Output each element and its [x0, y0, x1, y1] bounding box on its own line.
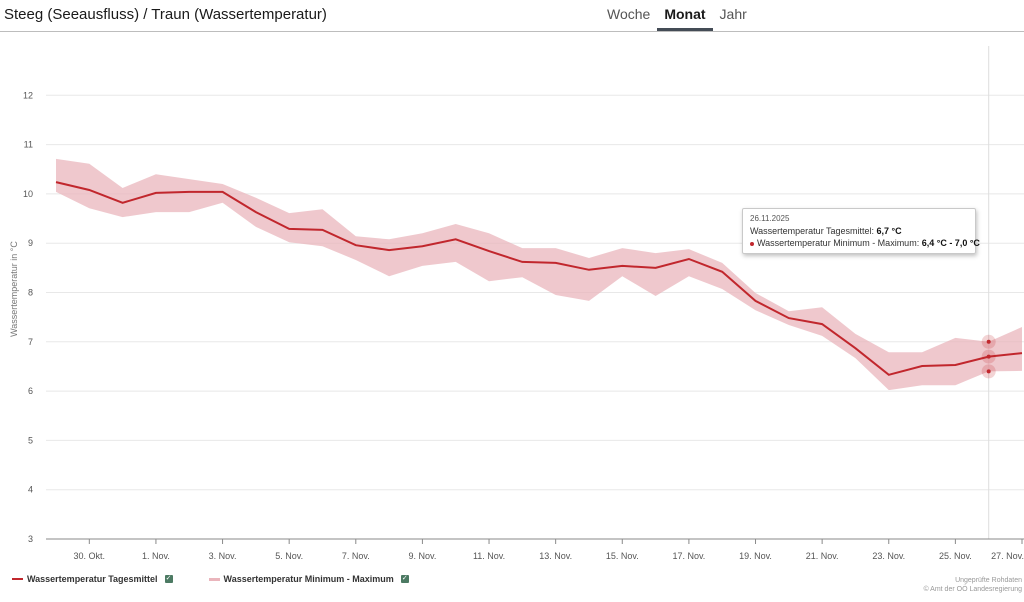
- tab-monat[interactable]: Monat: [657, 0, 713, 31]
- marker-mean: [986, 354, 991, 359]
- x-tick-label: 15. Nov.: [606, 551, 639, 561]
- x-tick-label: 3. Nov.: [209, 551, 237, 561]
- marker-min: [986, 369, 991, 374]
- x-tick-label: 17. Nov.: [672, 551, 705, 561]
- credits: Ungeprüfte Rohdaten © Amt der OÖ Landesr…: [923, 576, 1022, 594]
- x-tick-label: 11. Nov.: [473, 551, 505, 561]
- x-tick-label: 23. Nov.: [872, 551, 905, 561]
- x-tick-label: 13. Nov.: [539, 551, 572, 561]
- tooltip-range-label: Wassertemperatur Minimum - Maximum:: [757, 238, 922, 248]
- period-tabs: Woche Monat Jahr: [600, 0, 754, 31]
- y-tick-label: 11: [24, 140, 33, 150]
- marker-max: [986, 339, 991, 344]
- legend-item-mean[interactable]: Wassertemperatur Tagesmittel ✓: [12, 574, 173, 584]
- highlight-markers: [981, 334, 996, 379]
- y-tick-label: 3: [28, 534, 33, 544]
- y-tick-label: 6: [28, 386, 33, 396]
- credits-line-2: © Amt der OÖ Landesregierung: [923, 586, 1022, 593]
- tooltip-mean-label: Wassertemperatur Tagesmittel:: [750, 226, 877, 236]
- x-tick-label: 21. Nov.: [806, 551, 839, 561]
- x-tick-label: 25. Nov.: [939, 551, 972, 561]
- legend-checkbox[interactable]: ✓: [164, 575, 173, 583]
- x-tick-label: 5. Nov.: [275, 551, 303, 561]
- min-max-range-area[interactable]: [56, 158, 1022, 391]
- y-tick-label: 12: [23, 90, 33, 100]
- legend: Wassertemperatur Tagesmittel ✓ Wassertem…: [12, 574, 445, 584]
- tooltip-date: 26.11.2025: [750, 214, 790, 223]
- x-tick-label: 27. Nov.: [991, 551, 1024, 561]
- x-tick-label: 19. Nov.: [739, 551, 772, 561]
- tooltip-range-row: Wassertemperatur Minimum - Maximum: 6,4 …: [750, 238, 980, 248]
- x-tick-label: 9. Nov.: [408, 551, 436, 561]
- credits-line-1: Ungeprüfte Rohdaten: [955, 577, 1022, 584]
- y-axis-label: Wassertemperatur in °C: [9, 241, 19, 337]
- y-tick-label: 7: [28, 337, 33, 347]
- grid-lines: [46, 94, 1024, 491]
- page-title: Steeg (Seeausfluss) / Traun (Wassertempe…: [4, 6, 327, 23]
- y-axis-ticks: 3 4 5 6 7 8 9 10 11 12: [23, 90, 33, 544]
- tooltip-mean-value: 6,7 °C: [876, 226, 902, 236]
- y-tick-label: 5: [28, 435, 33, 445]
- area-swatch-icon: [208, 577, 220, 581]
- x-axis-ticks: 30. Okt. 1. Nov. 3. Nov. 5. Nov. 7. Nov. 9. N…: [74, 539, 1024, 561]
- series-dot-icon: [750, 241, 754, 246]
- y-tick-label: 4: [28, 485, 33, 495]
- chart-header: Steeg (Seeausfluss) / Traun (Wassertempe…: [0, 0, 1024, 32]
- x-tick-label: 1. Nov.: [142, 551, 170, 561]
- tooltip: 26.11.2025 Wassertemperatur Tagesmittel:…: [742, 208, 980, 254]
- y-tick-label: 9: [28, 238, 33, 248]
- temperature-chart: 3 4 5 6 7 8 9 10 11 12 Wassertemperatur in °C 30.…: [9, 46, 1024, 561]
- daily-mean-line[interactable]: [55, 181, 1023, 376]
- tab-jahr[interactable]: Jahr: [719, 6, 747, 22]
- line-swatch-icon: [12, 578, 23, 580]
- tab-woche[interactable]: Woche: [607, 6, 651, 22]
- tooltip-range-value: 6,4 °C - 7,0 °C: [921, 238, 980, 248]
- x-tick-label: 7. Nov.: [342, 551, 370, 561]
- legend-label: Wassertemperatur Tagesmittel: [27, 574, 158, 584]
- y-tick-label: 8: [28, 288, 33, 298]
- legend-checkbox[interactable]: ✓: [400, 575, 409, 583]
- y-tick-label: 10: [23, 189, 33, 199]
- legend-label: Wassertemperatur Minimum - Maximum: [223, 574, 394, 584]
- tooltip-mean-row: Wassertemperatur Tagesmittel: 6,7 °C: [750, 226, 968, 236]
- legend-item-range[interactable]: Wassertemperatur Minimum - Maximum ✓: [208, 574, 409, 584]
- x-tick-label: 30. Okt.: [74, 551, 106, 561]
